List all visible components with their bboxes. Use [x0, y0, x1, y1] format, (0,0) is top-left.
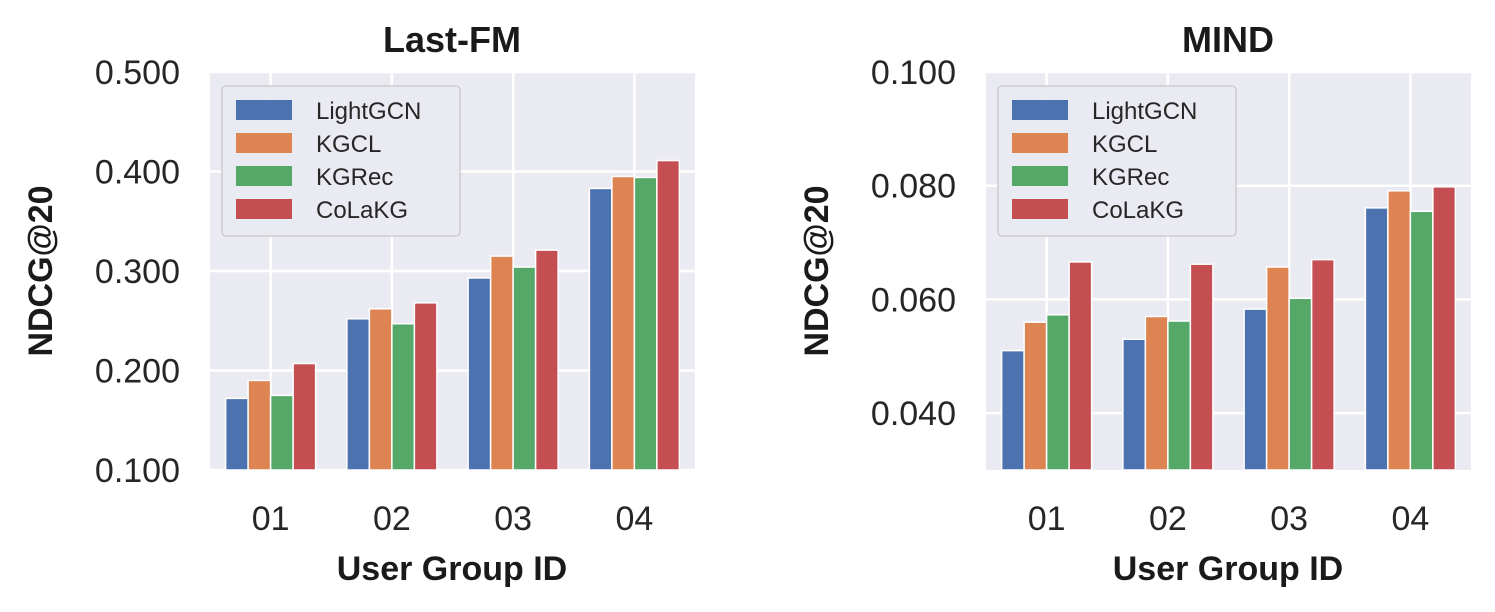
legend-swatch-kgcl	[1012, 133, 1068, 153]
chart-title: MIND	[1182, 19, 1274, 60]
bar-lightgcn-04	[588, 187, 613, 471]
bar-kgcl-02	[1144, 315, 1169, 471]
legend-label-kgcl: KGCL	[1092, 131, 1157, 158]
y-tick-label: 0.100	[95, 452, 180, 490]
y-axis-label: NDCG@20	[22, 185, 60, 356]
x-tick-label: 04	[1391, 500, 1429, 538]
bar-lightgcn-04	[1364, 207, 1389, 471]
legend-swatch-kgrec	[1012, 166, 1068, 186]
bar-kgrec-01	[1045, 314, 1070, 471]
legend-swatch-lightgcn	[1012, 100, 1068, 120]
bar-lightgcn-02	[346, 318, 371, 471]
legend: LightGCN KGCL KGRec CoLaKG	[221, 85, 461, 237]
y-tick-label: 0.080	[871, 168, 956, 206]
bar-lightgcn-03	[1243, 308, 1268, 471]
legend-swatch-colakg	[1012, 199, 1068, 219]
x-axis-label: User Group ID	[1113, 550, 1343, 588]
bar-colakg-01	[1068, 261, 1093, 471]
bar-kgrec-02	[1167, 320, 1192, 471]
bar-colakg-03	[1310, 258, 1335, 471]
bar-lightgcn-03	[467, 277, 492, 471]
y-tick-label: 0.300	[95, 253, 180, 291]
bar-kgcl-01	[247, 379, 272, 471]
bar-kgrec-03	[1288, 297, 1313, 471]
legend-label-colakg: CoLaKG	[316, 197, 408, 224]
x-tick-label: 02	[1149, 500, 1187, 538]
bar-kgcl-03	[489, 255, 514, 471]
y-tick-labels: 0.040 0.060 0.080 0.100	[871, 54, 956, 433]
y-tick-label: 0.100	[871, 54, 956, 92]
y-axis-label: NDCG@20	[798, 185, 836, 356]
y-tick-label: 0.200	[95, 353, 180, 391]
legend-label-colakg: CoLaKG	[1092, 197, 1184, 224]
bar-colakg-01	[292, 362, 317, 471]
bar-colakg-02	[1189, 263, 1214, 471]
x-tick-labels: 01 02 03 04	[1028, 500, 1430, 538]
bar-lightgcn-01	[1000, 349, 1025, 471]
bar-kgrec-01	[269, 394, 294, 471]
bar-kgrec-02	[391, 322, 416, 471]
chart-panel-last-fm: 0.100 0.200 0.300 0.400 0.500 01 02 03 04 Last-…	[22, 19, 695, 588]
x-tick-label: 03	[1270, 500, 1308, 538]
bar-kgcl-03	[1265, 266, 1290, 471]
x-tick-label: 04	[615, 500, 653, 538]
bar-lightgcn-02	[1122, 338, 1147, 471]
legend-label-kgrec: KGRec	[1092, 164, 1169, 191]
legend-swatch-colakg	[236, 199, 292, 219]
chart-panel-mind: 0.040 0.060 0.080 0.100 01 02 03 04 MIND User …	[798, 19, 1471, 588]
x-tick-label: 01	[252, 500, 290, 538]
legend-label-lightgcn: LightGCN	[316, 98, 421, 125]
legend-label-kgcl: KGCL	[316, 131, 381, 158]
bar-lightgcn-01	[224, 397, 249, 471]
bar-kgrec-03	[512, 266, 537, 471]
x-tick-label: 01	[1028, 500, 1066, 538]
legend-label-lightgcn: LightGCN	[1092, 98, 1197, 125]
legend: LightGCN KGCL KGRec CoLaKG	[997, 85, 1237, 237]
x-tick-label: 03	[494, 500, 532, 538]
legend-label-kgrec: KGRec	[316, 164, 393, 191]
x-axis-label: User Group ID	[337, 550, 567, 588]
bars	[1000, 186, 1457, 471]
bar-kgcl-01	[1023, 321, 1048, 471]
y-tick-label: 0.400	[95, 154, 180, 192]
y-tick-labels: 0.100 0.200 0.300 0.400 0.500	[95, 54, 180, 490]
x-tick-label: 02	[373, 500, 411, 538]
legend-box	[221, 85, 461, 237]
bar-kgrec-04	[1409, 210, 1434, 471]
legend-swatch-lightgcn	[236, 100, 292, 120]
legend-swatch-kgrec	[236, 166, 292, 186]
y-tick-label: 0.500	[95, 54, 180, 92]
legend-swatch-kgcl	[236, 133, 292, 153]
bars	[224, 159, 681, 471]
bar-colakg-04	[1432, 186, 1457, 471]
bar-colakg-03	[534, 249, 559, 471]
bar-kgrec-04	[633, 176, 658, 471]
bar-colakg-04	[656, 159, 681, 471]
y-tick-label: 0.060	[871, 281, 956, 319]
chart-title: Last-FM	[383, 19, 521, 60]
bar-kgcl-04	[1387, 190, 1412, 471]
y-tick-label: 0.040	[871, 395, 956, 433]
bar-kgcl-04	[611, 175, 636, 471]
bar-kgcl-02	[368, 308, 393, 471]
legend-box	[997, 85, 1237, 237]
bar-colakg-02	[413, 302, 438, 471]
x-tick-labels: 01 02 03 04	[252, 500, 654, 538]
